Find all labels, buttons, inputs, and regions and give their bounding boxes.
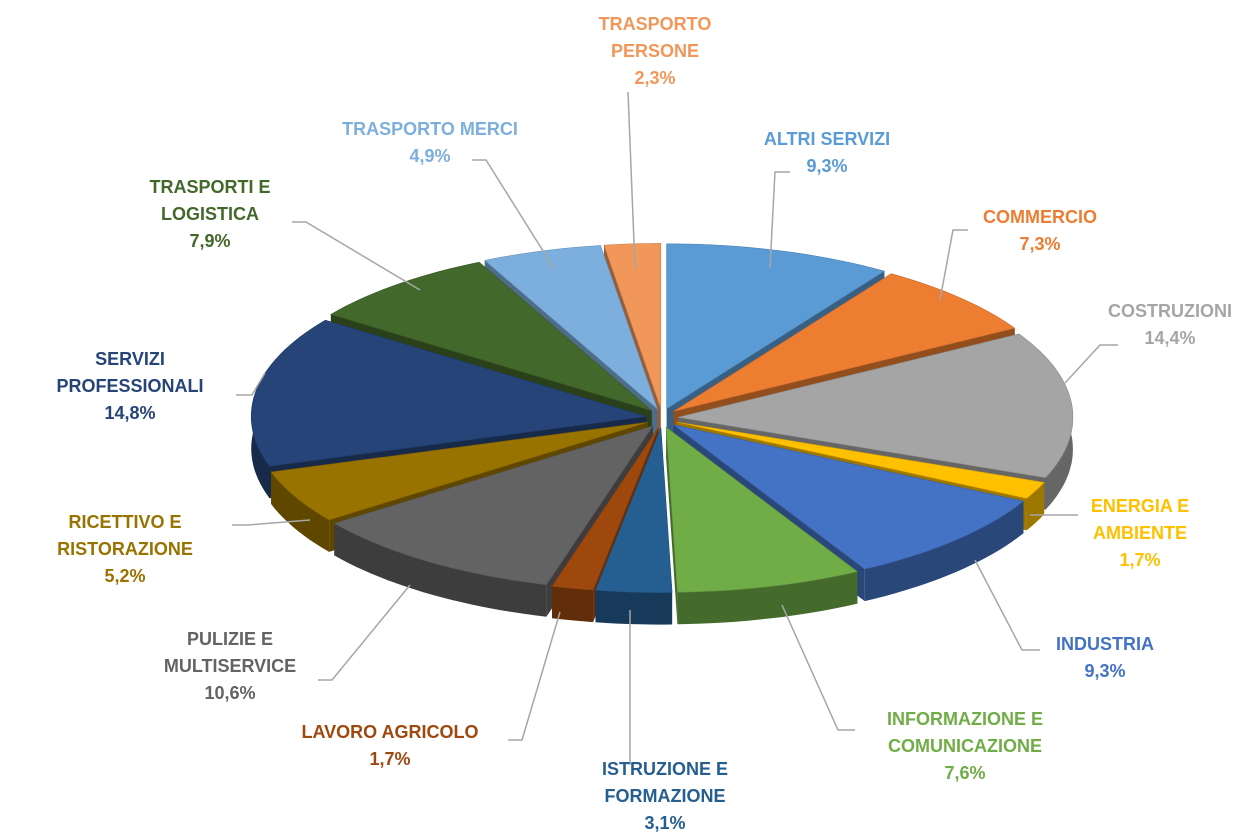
category-label: ALTRI SERVIZI: [763, 129, 891, 149]
leader-line: [508, 611, 561, 741]
slice-label: PULIZIE E MULTISERVICE 10,6%: [164, 626, 296, 707]
category-label: RICETTIVO E RISTORAZIONE: [57, 512, 193, 559]
slice-label: TRASPORTO PERSONE 2,3%: [599, 11, 712, 92]
slice-top: [676, 421, 1045, 499]
slice-top: [551, 427, 659, 591]
slice-top: [603, 243, 662, 409]
leader-line: [472, 159, 556, 271]
value-label: 1,7%: [1119, 550, 1161, 570]
category-label: TRASPORTI E LOGISTICA: [149, 177, 271, 224]
slice-label: TRASPORTI E LOGISTICA 7,9%: [149, 174, 270, 255]
slice-side: [666, 427, 678, 625]
leader-line: [781, 604, 855, 731]
slice-top: [595, 427, 673, 593]
value-label: 14,8%: [104, 403, 156, 423]
value-label: 2,3%: [634, 68, 676, 88]
slice-top: [666, 243, 886, 410]
category-label: PULIZIE E MULTISERVICE: [163, 629, 297, 676]
slice-top: [333, 425, 654, 586]
slice-label: SERVIZI PROFESSIONALI 14,8%: [56, 346, 203, 427]
category-label: COSTRUZIONI: [1108, 301, 1232, 321]
slice-label: ALTRI SERVIZI 9,3%: [764, 126, 890, 180]
leader-line: [974, 559, 1040, 651]
slice-top: [250, 319, 647, 467]
value-label: 3,1%: [644, 813, 686, 833]
value-label: 9,3%: [1084, 661, 1126, 681]
category-label: TRASPORTO PERSONE: [598, 14, 712, 61]
category-label: SERVIZI PROFESSIONALI: [56, 349, 204, 396]
leader-line: [939, 229, 968, 301]
slice-label: LAVORO AGRICOLO 1,7%: [302, 719, 479, 773]
category-label: INDUSTRIA: [1056, 634, 1154, 654]
slice-label: RICETTIVO E RISTORAZIONE 5,2%: [57, 509, 193, 590]
leader-line: [318, 584, 411, 681]
slice-wall: [595, 590, 673, 625]
value-label: 7,6%: [944, 763, 986, 783]
leader-line: [232, 519, 311, 526]
value-label: 7,3%: [1019, 234, 1061, 254]
slice-top: [673, 273, 1016, 412]
leader-line: [292, 221, 421, 291]
value-label: 9,3%: [806, 156, 848, 176]
leader-line: [627, 91, 636, 269]
category-label: INFORMAZIONE E COMUNICAZIONE: [887, 709, 1043, 756]
category-label: COMMERCIO: [983, 207, 1097, 227]
slice-label: ENERGIA E AMBIENTE 1,7%: [1091, 493, 1189, 574]
slice-label: COSTRUZIONI 14,4%: [1108, 298, 1232, 352]
value-label: 5,2%: [104, 566, 146, 586]
value-label: 1,7%: [369, 749, 411, 769]
slice-label: INDUSTRIA 9,3%: [1056, 631, 1154, 685]
slice: [665, 426, 859, 625]
leader-line: [769, 171, 790, 269]
slice-top: [677, 333, 1074, 479]
value-label: 4,9%: [409, 146, 451, 166]
slice-wall: [271, 472, 330, 552]
slice-label: COMMERCIO 7,3%: [983, 204, 1097, 258]
leader-line: [1064, 344, 1118, 384]
category-label: ENERGIA E AMBIENTE: [1090, 496, 1190, 543]
slice-wall: [552, 586, 594, 623]
slice-top: [330, 261, 652, 411]
leader-line: [236, 372, 266, 396]
value-label: 10,6%: [204, 683, 256, 703]
category-label: LAVORO AGRICOLO: [301, 722, 479, 742]
slice: [595, 427, 673, 625]
slice-wall: [677, 571, 858, 625]
category-label: ISTRUZIONE E FORMAZIONE: [601, 759, 729, 806]
slice-label: INFORMAZIONE E COMUNICAZIONE 7,6%: [887, 706, 1043, 787]
slice-wall: [1026, 482, 1045, 531]
slice-top: [270, 422, 648, 521]
slice-wall: [864, 501, 1024, 602]
slice-wall: [334, 523, 547, 617]
value-label: 7,9%: [189, 231, 231, 251]
value-label: 14,4%: [1144, 328, 1196, 348]
slice-label: TRASPORTO MERCI 4,9%: [342, 116, 518, 170]
category-label: TRASPORTO MERCI: [342, 119, 518, 139]
slice-top: [484, 245, 658, 410]
slice-top: [673, 424, 1025, 570]
slice-top: [665, 426, 859, 593]
slice-label: ISTRUZIONE E FORMAZIONE 3,1%: [602, 756, 728, 835]
